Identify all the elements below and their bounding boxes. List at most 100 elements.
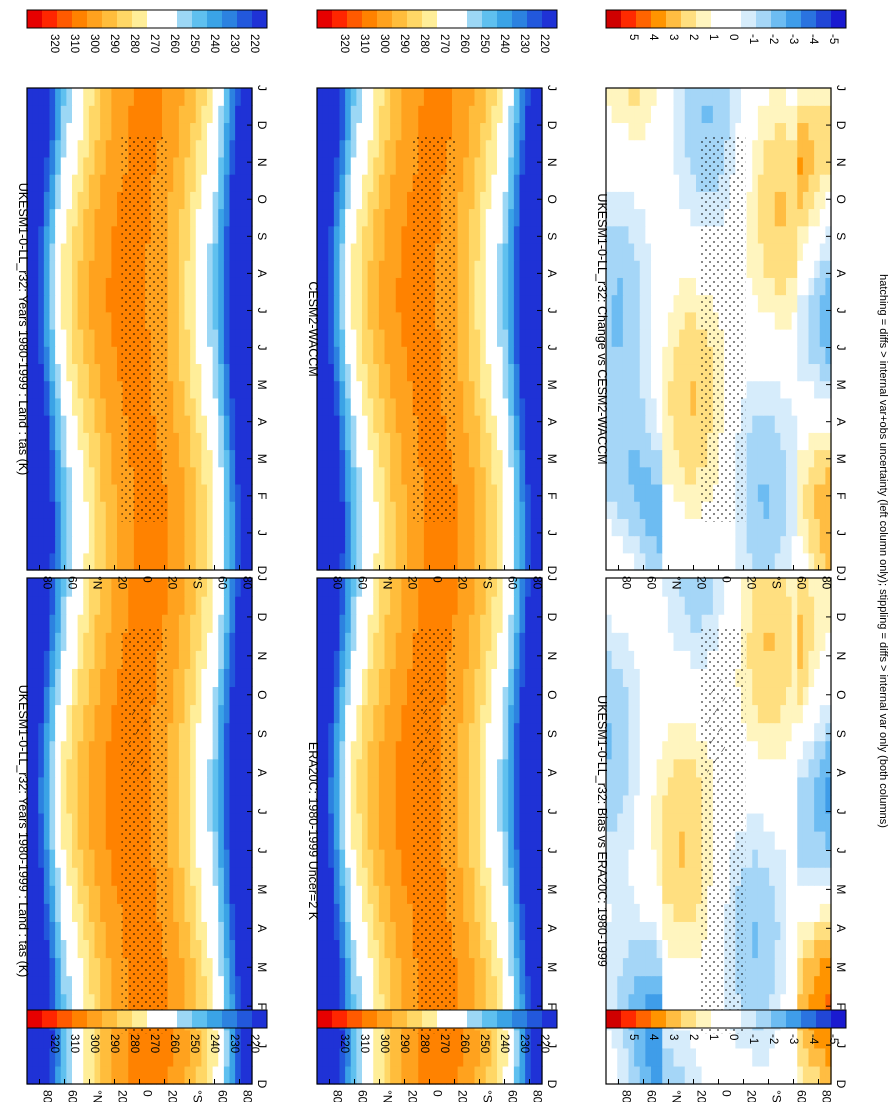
colorbar-2: 320 310 300 290 280 270 260 250 240 230 220	[316, 1009, 558, 1053]
heatmap-cell	[240, 191, 247, 210]
heatmap-cell	[207, 139, 214, 158]
colorbar-swatch	[482, 10, 498, 28]
heatmap-cell	[502, 552, 509, 571]
heatmap-cell	[384, 614, 391, 633]
colorbar-tick-label: 320	[48, 34, 60, 53]
heatmap-cell	[173, 812, 180, 832]
heatmap-cell	[240, 578, 247, 597]
heatmap-cell	[223, 466, 231, 485]
heatmap-cell	[390, 758, 397, 778]
heatmap-cell	[480, 277, 487, 296]
heatmap-cell	[412, 1065, 419, 1085]
heatmap-cell	[525, 1029, 532, 1049]
heatmap-cell	[32, 397, 39, 416]
heatmap-cell	[474, 156, 481, 175]
heatmap-cell	[195, 483, 202, 502]
heatmap-cell	[94, 903, 101, 922]
heatmap-cell	[401, 596, 408, 615]
heatmap-cell	[229, 993, 236, 1013]
heatmap-cell	[350, 174, 357, 192]
heatmap-cell	[362, 415, 369, 433]
heatmap-cell	[786, 1029, 793, 1049]
heatmap-cell	[246, 614, 253, 633]
heatmap-cell	[530, 432, 537, 451]
heatmap-cell	[474, 1029, 481, 1049]
heatmap-cell	[412, 552, 419, 571]
heatmap-cell	[207, 668, 214, 688]
heatmap-cell	[401, 993, 408, 1013]
heatmap-cell	[218, 329, 225, 347]
heatmap-cell	[485, 105, 492, 124]
heatmap-cell	[218, 903, 225, 922]
heatmap-cell	[100, 812, 107, 832]
heatmap-cell	[513, 346, 521, 365]
heatmap-cell	[474, 885, 481, 904]
heatmap-cell	[373, 668, 380, 688]
colorbar-swatch	[252, 1010, 268, 1028]
heatmap-cell	[356, 903, 363, 922]
heatmap-cell	[519, 1029, 526, 1049]
heatmap-cell	[463, 921, 470, 941]
heatmap-cell	[223, 885, 231, 904]
heatmap-cell	[117, 225, 124, 244]
heatmap-cell	[480, 449, 487, 468]
heatmap-cell	[485, 885, 492, 904]
heatmap-cell	[72, 975, 79, 995]
heatmap-cell	[502, 174, 509, 192]
heatmap-cell	[88, 831, 96, 850]
heatmap-cell	[611, 1029, 618, 1049]
heatmap-cell	[407, 122, 414, 141]
heatmap-cell	[339, 885, 346, 904]
heatmap-cell	[173, 397, 180, 416]
heatmap-cell	[339, 632, 346, 651]
heatmap-cell	[780, 1029, 787, 1049]
heatmap-cell	[474, 939, 481, 959]
heatmap-cell	[373, 686, 380, 706]
heatmap-cell	[373, 260, 380, 278]
heatmap-cell	[474, 449, 481, 468]
heatmap-cell	[60, 686, 67, 706]
heatmap-cell	[485, 1065, 492, 1085]
heatmap-cell	[345, 501, 352, 519]
heatmap-cell	[218, 363, 225, 382]
heatmap-cell	[173, 921, 180, 941]
heatmap-cell	[407, 415, 414, 433]
heatmap-cell	[246, 831, 253, 850]
month-tick-label: A	[545, 269, 559, 277]
heatmap-cell	[757, 1065, 765, 1085]
heatmap-cell	[150, 1029, 157, 1049]
heatmap-cell	[373, 993, 380, 1013]
heatmap-cell	[223, 139, 231, 158]
heatmap-cell	[378, 277, 386, 296]
heatmap-cell	[128, 122, 135, 141]
heatmap-cell	[390, 397, 397, 416]
heatmap-cell	[66, 363, 73, 382]
heatmap-cell	[240, 758, 247, 778]
heatmap-cell	[156, 122, 163, 141]
heatmap-cell	[38, 483, 45, 502]
heatmap-cell	[412, 614, 419, 633]
heatmap-cell	[390, 208, 397, 227]
heatmap-cell	[190, 466, 197, 485]
heatmap-cell	[367, 578, 374, 597]
lat-tick-label: 0	[141, 576, 155, 583]
heatmap-cell	[38, 501, 45, 519]
heatmap-cell	[178, 885, 186, 904]
heatmap-cell	[38, 650, 45, 669]
heatmap-cell	[463, 311, 470, 330]
heatmap-cell	[229, 975, 236, 995]
heatmap-cell	[429, 518, 436, 537]
heatmap-cell	[468, 794, 476, 814]
heatmap-cell	[66, 191, 73, 210]
heatmap-cell	[519, 466, 526, 485]
heatmap-cell	[83, 174, 90, 192]
heatmap-cell	[395, 722, 402, 742]
heatmap-cell	[423, 535, 431, 554]
heatmap-cell	[49, 939, 56, 959]
heatmap-cell	[362, 397, 369, 416]
heatmap-cell	[457, 632, 464, 651]
heatmap-cell	[525, 260, 532, 278]
heatmap-cell	[651, 1065, 658, 1085]
heatmap-cell	[100, 277, 107, 296]
heatmap-cell	[212, 885, 219, 904]
